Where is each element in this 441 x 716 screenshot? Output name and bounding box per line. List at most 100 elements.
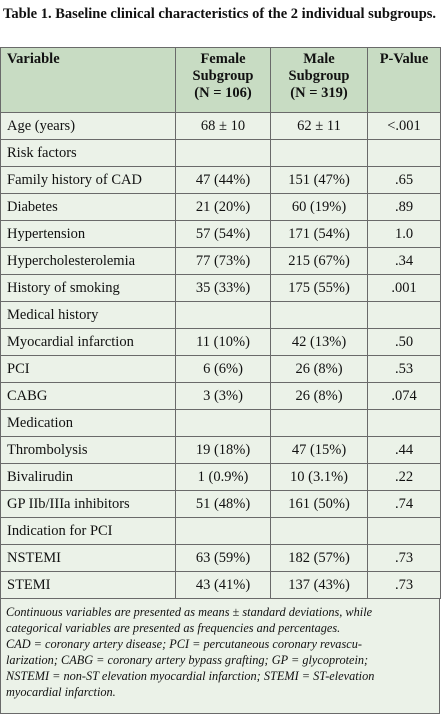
footnote-line: NSTEMI = non-ST elevation myocardial inf… — [6, 669, 375, 683]
footnote-line: larization; CABG = coronary artery bypas… — [6, 653, 369, 667]
section-row: Risk factors — [0, 139, 441, 167]
row-label: Thrombolysis — [0, 436, 176, 464]
header-row: Variable Female Subgroup (N = 106) Male Subgr… — [0, 47, 441, 113]
cell: .34 — [367, 247, 441, 275]
table: Variable Female Subgroup (N = 106) Male Subgr… — [0, 47, 441, 599]
cell: 10 (3.1%) — [270, 463, 368, 491]
header-line: Female — [200, 51, 246, 67]
cell: 161 (50%) — [270, 490, 368, 518]
cell: .73 — [367, 571, 441, 599]
empty-cell — [367, 517, 441, 545]
footnote-line: myocardial infarction. — [6, 685, 116, 699]
cell: 68 ± 10 — [175, 112, 271, 140]
footnote-line: categorical variables are presented as f… — [6, 621, 341, 635]
row-label: Age (years) — [0, 112, 176, 140]
row-label: Family history of CAD — [0, 166, 176, 194]
row-label: STEMI — [0, 571, 176, 599]
cell: 47 (15%) — [270, 436, 368, 464]
empty-cell — [367, 301, 441, 329]
cell: .44 — [367, 436, 441, 464]
cell: 151 (47%) — [270, 166, 368, 194]
table-header: Variable Female Subgroup (N = 106) Male Subgr… — [0, 47, 441, 113]
empty-cell — [367, 409, 441, 437]
cell: 3 (3%) — [175, 382, 271, 410]
cell: .22 — [367, 463, 441, 491]
row-label: Medication — [0, 409, 176, 437]
empty-cell — [270, 517, 368, 545]
cell: 182 (57%) — [270, 544, 368, 572]
header-line: Subgroup — [192, 68, 254, 84]
empty-cell — [270, 409, 368, 437]
data-row: Thrombolysis 19 (18%) 47 (15%) .44 — [0, 436, 441, 464]
header-line: Variable — [7, 51, 60, 67]
data-row: STEMI 43 (41%) 137 (43%) .73 — [0, 571, 441, 599]
empty-cell — [270, 139, 368, 167]
data-row: Hypertension 57 (54%) 171 (54%) 1.0 — [0, 220, 441, 248]
cell: .50 — [367, 328, 441, 356]
header-line: Subgroup — [288, 68, 350, 84]
cell: 6 (6%) — [175, 355, 271, 383]
data-row: Age (years) 68 ± 10 62 ± 11 <.001 — [0, 112, 441, 140]
row-label: Indication for PCI — [0, 517, 176, 545]
empty-cell — [270, 301, 368, 329]
row-label: Hypercholesterolemia — [0, 247, 176, 275]
section-row: Indication for PCI — [0, 517, 441, 545]
footnote-line: CAD = coronary artery disease; PCI = per… — [6, 637, 362, 651]
header-line: Male — [303, 51, 335, 67]
data-row: Hypercholesterolemia 77 (73%) 215 (67%) .34 — [0, 247, 441, 275]
empty-cell — [175, 409, 271, 437]
cell: 51 (48%) — [175, 490, 271, 518]
data-row: NSTEMI 63 (59%) 182 (57%) .73 — [0, 544, 441, 572]
section-row: Medication — [0, 409, 441, 437]
empty-cell — [367, 139, 441, 167]
cell: .65 — [367, 166, 441, 194]
row-label: PCI — [0, 355, 176, 383]
table-body: Age (years) 68 ± 10 62 ± 11 <.001 Risk facto… — [0, 112, 441, 599]
cell: 19 (18%) — [175, 436, 271, 464]
cell: 1.0 — [367, 220, 441, 248]
cell: 215 (67%) — [270, 247, 368, 275]
cell: .74 — [367, 490, 441, 518]
table-title: Table 1. Baseline clinical characteristi… — [3, 6, 437, 22]
cell: 26 (8%) — [270, 355, 368, 383]
cell: .001 — [367, 274, 441, 302]
row-label: CABG — [0, 382, 176, 410]
cell: 63 (59%) — [175, 544, 271, 572]
header-cell: Female Subgroup (N = 106) — [175, 47, 271, 113]
cell: .074 — [367, 382, 441, 410]
cell: 137 (43%) — [270, 571, 368, 599]
data-row: Family history of CAD 47 (44%) 151 (47%) .6… — [0, 166, 441, 194]
row-label: GP IIb/IIIa inhibitors — [0, 490, 176, 518]
row-label: Hypertension — [0, 220, 176, 248]
row-label: NSTEMI — [0, 544, 176, 572]
row-label: Myocardial infarction — [0, 328, 176, 356]
row-label: Bivalirudin — [0, 463, 176, 491]
row-label: History of smoking — [0, 274, 176, 302]
data-row: CABG 3 (3%) 26 (8%) .074 — [0, 382, 441, 410]
data-row: History of smoking 35 (33%) 175 (55%) .001 — [0, 274, 441, 302]
cell: 77 (73%) — [175, 247, 271, 275]
cell: .73 — [367, 544, 441, 572]
row-label: Diabetes — [0, 193, 176, 221]
header-line: P-Value — [379, 51, 429, 67]
data-row: Diabetes 21 (20%) 60 (19%) .89 — [0, 193, 441, 221]
cell: <.001 — [367, 112, 441, 140]
cell: 60 (19%) — [270, 193, 368, 221]
header-cell: Male Subgroup (N = 319) — [270, 47, 368, 113]
data-row: Bivalirudin 1 (0.9%) 10 (3.1%) .22 — [0, 463, 441, 491]
cell: 62 ± 11 — [270, 112, 368, 140]
cell: 35 (33%) — [175, 274, 271, 302]
empty-cell — [175, 301, 271, 329]
cell: 43 (41%) — [175, 571, 271, 599]
footnote-line: Continuous variables are presented as me… — [6, 605, 373, 619]
data-row: GP IIb/IIIa inhibitors 51 (48%) 161 (50%).… — [0, 490, 441, 518]
cell: 47 (44%) — [175, 166, 271, 194]
header-cell: Variable — [0, 47, 176, 113]
cell: 11 (10%) — [175, 328, 271, 356]
data-row: Myocardial infarction 11 (10%) 42 (13%) .50 — [0, 328, 441, 356]
cell: .53 — [367, 355, 441, 383]
data-row: PCI 6 (6%) 26 (8%) .53 — [0, 355, 441, 383]
cell: 57 (54%) — [175, 220, 271, 248]
cell: .89 — [367, 193, 441, 221]
cell: 26 (8%) — [270, 382, 368, 410]
